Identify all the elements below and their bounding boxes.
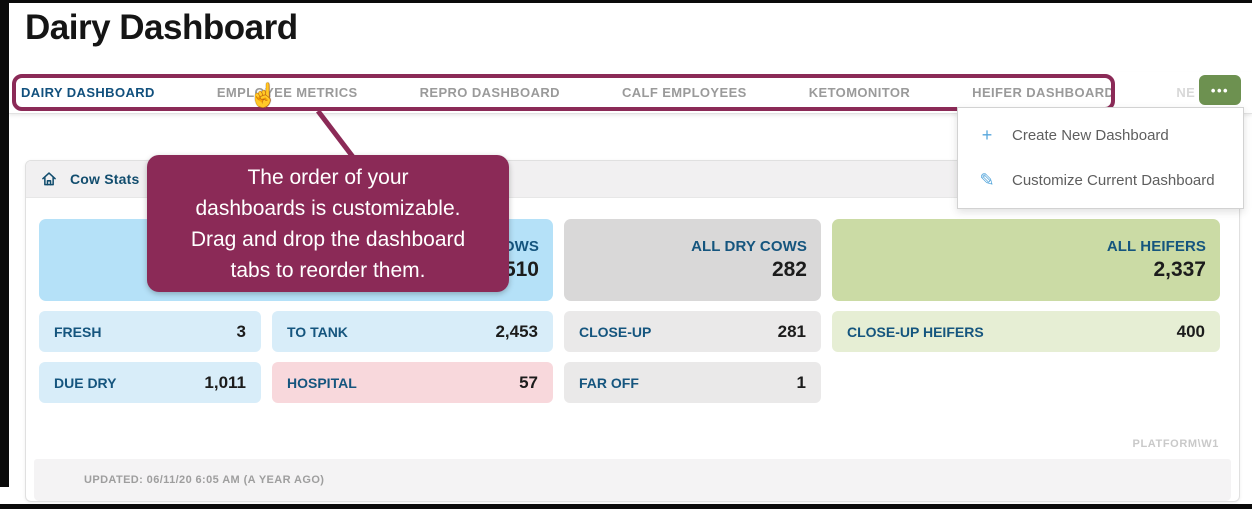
menu-item-customize-current-dashboard[interactable]: ✎ Customize Current Dashboard	[958, 158, 1243, 203]
tab-repro-dashboard[interactable]: REPRO DASHBOARD	[419, 85, 560, 100]
pencil-icon: ✎	[979, 170, 995, 190]
window-frame-left	[0, 0, 9, 487]
stat-card-due-dry[interactable]: DUE DRY 1,011	[39, 362, 261, 403]
stat-value: 2,453	[495, 321, 538, 341]
stat-card-fresh[interactable]: FRESH 3	[39, 311, 261, 352]
tab-ne-partial[interactable]: NE	[1176, 85, 1196, 100]
stat-card-all-heifers[interactable]: ALL HEIFERS 2,337	[832, 219, 1220, 301]
stat-card-far-off[interactable]: FAR OFF 1	[564, 362, 821, 403]
stat-value: 282	[771, 258, 807, 281]
platform-watermark: PLATFORM\W1	[1132, 438, 1219, 450]
menu-item-label: Create New Dashboard	[1012, 127, 1169, 144]
tooltip-line: dashboards is customizable.	[195, 196, 461, 220]
annotation-tooltip: The order of your dashboards is customiz…	[147, 155, 509, 292]
stat-label: ALL DRY COWS	[691, 238, 807, 255]
more-dashboards-button[interactable]: •••	[1199, 75, 1241, 105]
menu-item-create-new-dashboard[interactable]: + Create New Dashboard	[958, 113, 1243, 158]
page-title: Dairy Dashboard	[25, 8, 298, 47]
tab-calf-employees[interactable]: CALF EMPLOYEES	[621, 85, 747, 100]
stat-label: FRESH	[54, 323, 102, 340]
dashboard-options-menu: + Create New Dashboard ✎ Customize Curre…	[957, 107, 1244, 209]
stat-label: CLOSE-UP	[579, 323, 652, 340]
stat-card-close-up-heifers[interactable]: CLOSE-UP HEIFERS 400	[832, 311, 1220, 352]
tab-employee-metrics[interactable]: EMPLOYEE METRICS	[216, 85, 358, 100]
menu-item-label: Customize Current Dashboard	[1012, 172, 1215, 189]
window-frame-bottom	[0, 504, 1252, 509]
stat-value: 400	[1176, 321, 1205, 341]
tooltip-line: The order of your	[247, 165, 409, 189]
updated-status-bar: UPDATED: 06/11/20 6:05 AM (A YEAR AGO)	[34, 459, 1231, 501]
window-frame-top	[0, 0, 1252, 3]
stat-label: ALL HEIFERS	[1106, 238, 1206, 255]
plus-icon: +	[981, 125, 993, 145]
tooltip-line: tabs to reorder them.	[230, 258, 426, 282]
stat-value: 1	[796, 372, 806, 392]
updated-timestamp: UPDATED: 06/11/20 6:05 AM (A YEAR AGO)	[84, 474, 325, 486]
stat-value: 281	[777, 321, 806, 341]
panel-title: Cow Stats	[70, 171, 140, 187]
home-icon	[42, 172, 56, 186]
tab-dairy-dashboard[interactable]: DAIRY DASHBOARD	[21, 85, 155, 100]
stat-label: TO TANK	[287, 323, 348, 340]
stat-card-to-tank[interactable]: TO TANK 2,453	[272, 311, 553, 352]
stat-label: DUE DRY	[54, 374, 117, 391]
stat-label: CLOSE-UP HEIFERS	[847, 323, 984, 340]
stat-label: HOSPITAL	[287, 374, 357, 391]
stat-card-hospital[interactable]: HOSPITAL 57	[272, 362, 553, 403]
stat-value: 1,011	[204, 372, 246, 392]
stat-label: FAR OFF	[579, 374, 639, 391]
tab-ketomonitor[interactable]: KETOMONITOR	[808, 85, 911, 100]
stat-card-close-up[interactable]: CLOSE-UP 281	[564, 311, 821, 352]
tooltip-line: Drag and drop the dashboard	[190, 227, 466, 251]
stat-card-all-dry-cows[interactable]: ALL DRY COWS 282	[564, 219, 821, 301]
stat-value: 3	[236, 321, 246, 341]
stat-value: 2,337	[1153, 258, 1206, 281]
ellipsis-icon: •••	[1210, 82, 1230, 98]
stat-value: 57	[519, 372, 538, 392]
tab-heifer-dashboard[interactable]: HEIFER DASHBOARD	[972, 85, 1115, 100]
